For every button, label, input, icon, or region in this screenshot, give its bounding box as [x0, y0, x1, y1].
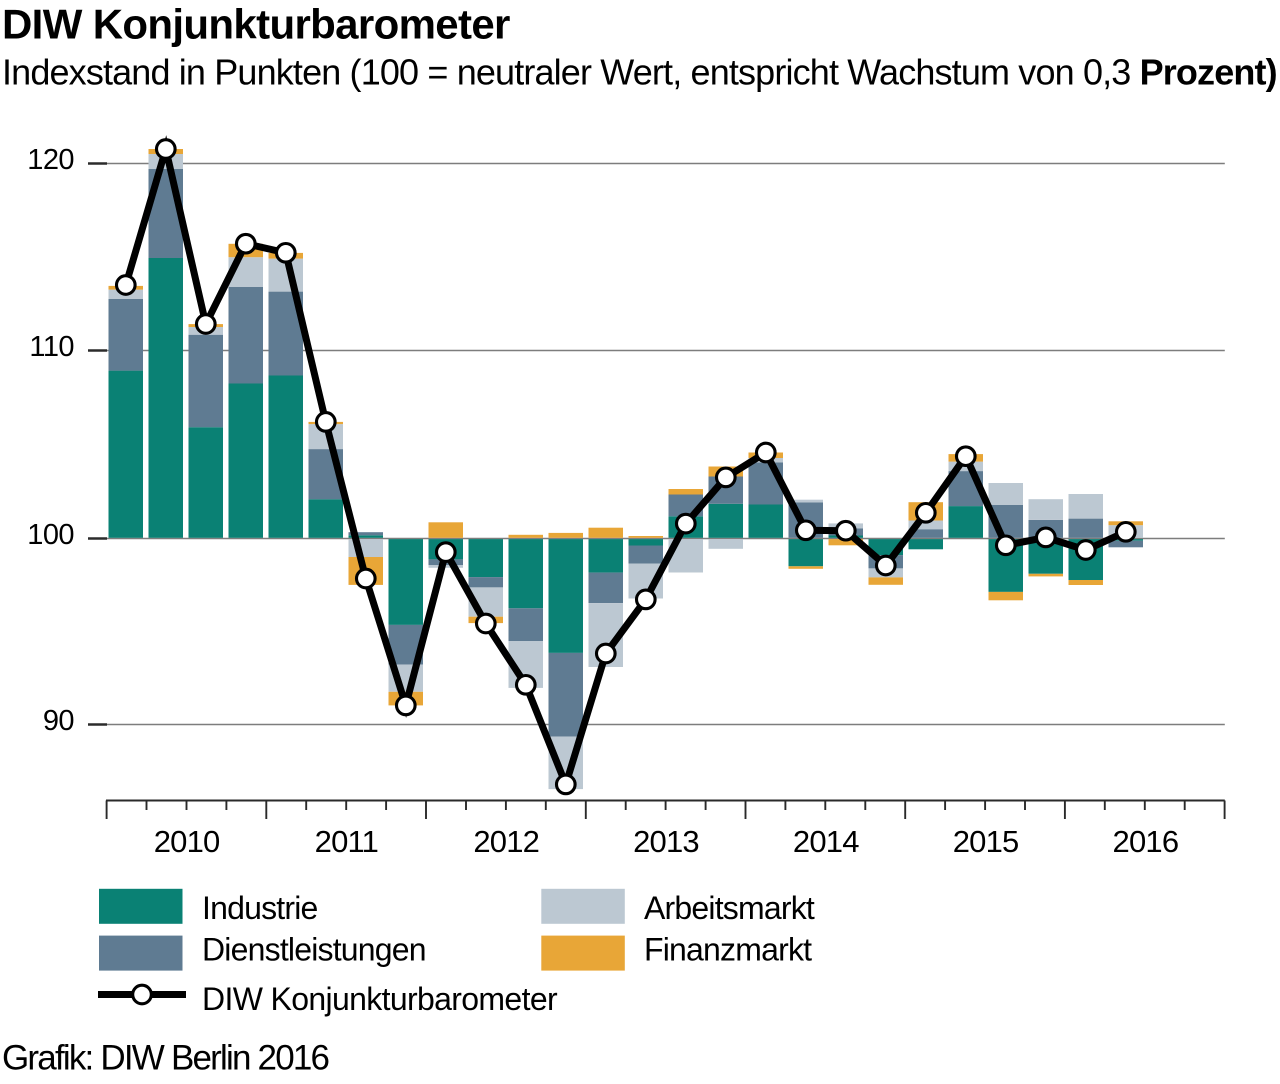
svg-text:2014: 2014 — [793, 824, 859, 859]
svg-text:2015: 2015 — [953, 824, 1019, 859]
svg-text:2011: 2011 — [315, 824, 378, 859]
svg-text:Finanzmarkt: Finanzmarkt — [644, 931, 812, 967]
svg-text:100: 100 — [27, 519, 74, 551]
svg-text:DIW Konjunkturbarometer: DIW Konjunkturbarometer — [2, 1, 510, 48]
svg-text:90: 90 — [43, 705, 74, 737]
svg-text:120: 120 — [27, 144, 74, 176]
svg-text:Grafik: DIW Berlin 2016: Grafik: DIW Berlin 2016 — [2, 1039, 329, 1078]
svg-text:2010: 2010 — [154, 824, 220, 859]
svg-text:Dienstleistungen: Dienstleistungen — [202, 931, 426, 967]
svg-text:110: 110 — [29, 331, 74, 363]
svg-text:2012: 2012 — [473, 824, 539, 859]
svg-text:2013: 2013 — [633, 824, 699, 859]
svg-text:2016: 2016 — [1113, 824, 1179, 859]
svg-text:DIW Konjunkturbarometer: DIW Konjunkturbarometer — [202, 981, 558, 1017]
svg-text:Indexstand in Punkten (100 = n: Indexstand in Punkten (100 = neutraler W… — [2, 52, 1277, 93]
svg-text:Industrie: Industrie — [202, 890, 318, 926]
svg-text:Arbeitsmarkt: Arbeitsmarkt — [644, 890, 815, 926]
